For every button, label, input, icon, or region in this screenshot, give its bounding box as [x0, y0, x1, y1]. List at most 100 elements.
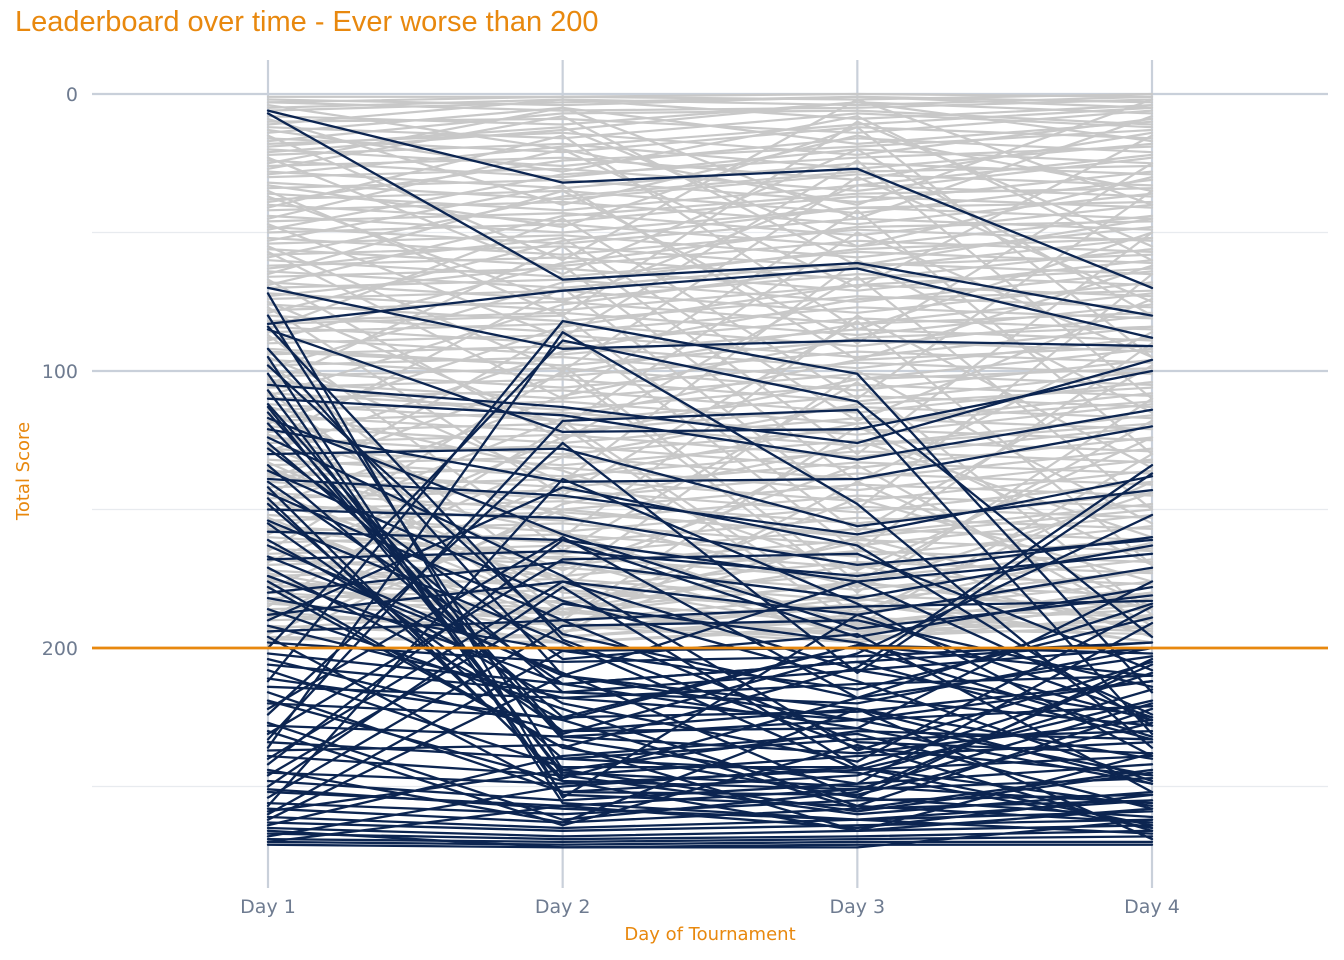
highlighted-series-line [266, 538, 1154, 763]
highlighted-series-line [266, 522, 1154, 785]
background-series-line [266, 372, 1154, 400]
background-series-line [266, 92, 1154, 98]
background-series-line [266, 95, 1154, 107]
highlighted-series-line [266, 646, 1154, 816]
background-series-line [266, 270, 1154, 303]
highlighted-series-line [266, 397, 1154, 461]
background-series-line [266, 458, 1154, 492]
highlighted-series-line [266, 585, 1154, 819]
highlighted-series-line [266, 729, 1154, 832]
y-axis-title: Total Score [13, 422, 34, 521]
background-series-line [266, 350, 1154, 583]
highlighted-series-line [266, 835, 1154, 844]
background-series-line [266, 106, 1154, 220]
background-series-line [266, 347, 1154, 381]
x-tick-label: Day 2 [535, 896, 591, 918]
background-series-line [266, 275, 1154, 511]
y-tick-label: 200 [42, 638, 78, 660]
background-series-line [266, 325, 1154, 359]
highlighted-series-line [266, 585, 1154, 788]
background-series-line [266, 508, 1154, 636]
background-series-line [266, 261, 1154, 289]
highlighted-series-line [266, 536, 1154, 711]
highlighted-series-line [266, 624, 1154, 777]
highlighted-series-line [266, 325, 1154, 777]
x-tick-label: Day 1 [240, 896, 296, 918]
background-series-line [266, 153, 1154, 303]
highlighted-series-line [266, 680, 1154, 719]
highlighted-series-line [266, 793, 1154, 816]
highlighted-series-line [266, 732, 1154, 827]
highlighted-series-line [266, 355, 1154, 821]
y-tick-label: 100 [42, 361, 78, 383]
background-series-line [266, 591, 1154, 625]
background-series-line [266, 381, 1154, 414]
background-series-line [266, 145, 1154, 231]
highlighted-series-line [266, 691, 1154, 796]
highlighted-series-line [266, 788, 1154, 835]
background-series-line [266, 98, 1154, 121]
background-series-line [266, 95, 1154, 126]
highlighted-series-line [266, 286, 1154, 350]
highlighted-series-line [266, 411, 1154, 785]
background-series-line [266, 220, 1154, 342]
highlighted-series-line [266, 314, 1154, 772]
highlighted-series-line [266, 372, 1154, 824]
highlighted-series-line [266, 818, 1154, 832]
highlighted-series-line [266, 267, 1154, 339]
background-series-line [266, 392, 1154, 425]
highlighted-series-line [266, 486, 1154, 727]
highlighted-series-line [266, 619, 1154, 799]
background-series-line [266, 253, 1154, 397]
background-series-line [266, 126, 1154, 248]
highlighted-series-line [266, 339, 1154, 650]
x-axis-ticks: Day 1 Day 2 Day 3 Day 4 [240, 896, 1180, 918]
highlighted-series-line [266, 677, 1154, 810]
background-series-line [266, 126, 1154, 154]
background-series-line [266, 176, 1154, 373]
background-series-line [266, 328, 1154, 553]
background-series-line [266, 489, 1154, 633]
background-series-line [266, 187, 1154, 287]
background-series-line [266, 358, 1154, 392]
background-series-line [266, 109, 1154, 143]
background-series-line [266, 369, 1154, 403]
background-series-line [266, 228, 1154, 256]
background-series-line [266, 328, 1154, 356]
highlighted-series-line [266, 824, 1154, 838]
background-series-line [266, 267, 1154, 425]
highlighted-series-line [266, 469, 1154, 783]
background-series-line [266, 236, 1154, 370]
background-series-line [266, 361, 1154, 389]
highlighted-series-line [266, 358, 1154, 445]
y-tick-label: 0 [66, 84, 78, 106]
highlighted-series-line [266, 793, 1154, 844]
background-series-line [266, 214, 1154, 248]
background-series-line [266, 292, 1154, 325]
background-series-line [266, 239, 1154, 267]
highlighted-series-line [266, 441, 1154, 705]
highlighted-series-line [266, 544, 1154, 841]
highlighted-series-line [266, 608, 1154, 808]
background-series-line [266, 303, 1154, 337]
highlighted-series-group [266, 109, 1154, 849]
background-series-line [266, 281, 1154, 314]
highlighted-series-line [266, 497, 1154, 780]
background-series-line [266, 164, 1154, 259]
background-series-line [266, 117, 1154, 206]
highlighted-series-line [266, 436, 1154, 752]
highlighted-series-line [266, 364, 1154, 727]
highlighted-series-line [266, 331, 1154, 749]
background-series-line [266, 178, 1154, 215]
background-series-line [266, 350, 1154, 378]
background-series-line [266, 414, 1154, 447]
highlighted-series-line [266, 475, 1154, 536]
chart-title: Leaderboard over time - Ever worse than … [15, 6, 599, 38]
background-series-line [266, 264, 1154, 483]
highlighted-series-line [266, 502, 1154, 830]
highlighted-series-line [266, 486, 1154, 832]
highlighted-series-line [266, 810, 1154, 830]
highlighted-series-line [266, 112, 1154, 317]
highlighted-series-line [266, 447, 1154, 528]
